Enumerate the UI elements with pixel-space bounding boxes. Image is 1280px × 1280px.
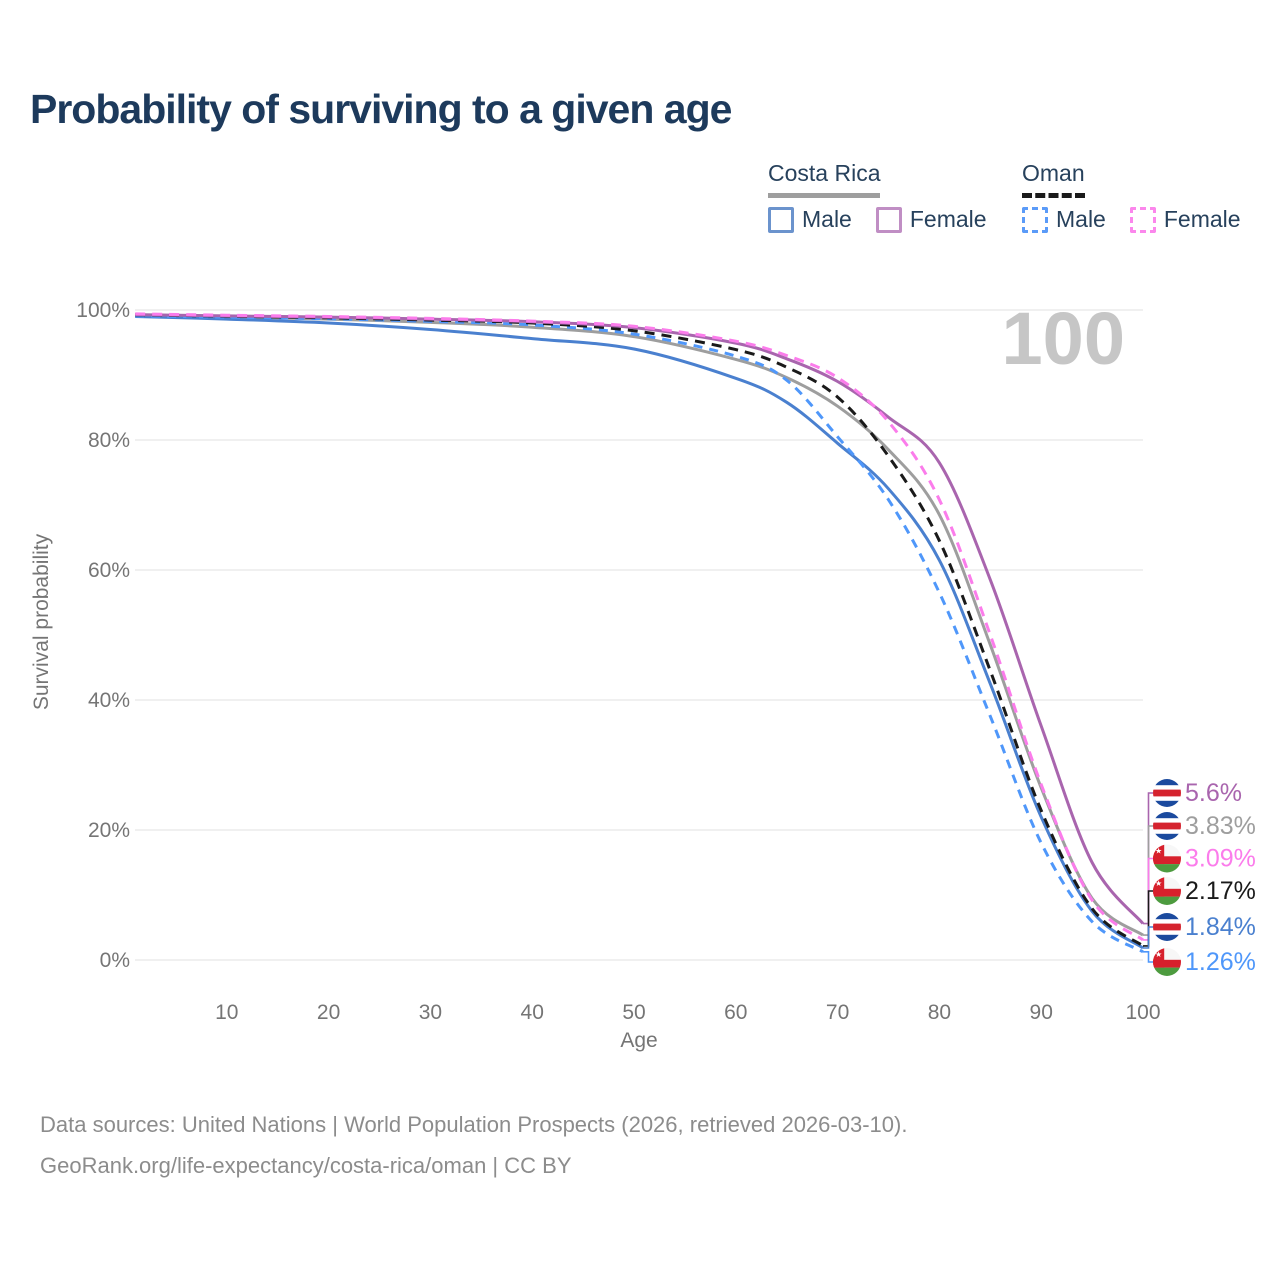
x-tick-label: 40 <box>521 1001 544 1024</box>
legend-group-oman: Oman Male Female <box>1022 160 1241 233</box>
end-label-oman-male: 1.26% <box>1185 948 1256 976</box>
legend-label-oman-male[interactable]: Male <box>1056 206 1106 232</box>
legend-swatch-costa-rica-male[interactable] <box>768 206 794 233</box>
series-line-costa-rica-female[interactable] <box>135 313 1145 925</box>
x-tick-label: 80 <box>928 1001 951 1024</box>
legend-label-costa-rica-female[interactable]: Female <box>909 206 987 232</box>
x-tick-label: 30 <box>419 1001 442 1024</box>
end-label-costa-rica-both: 3.83% <box>1185 812 1256 840</box>
x-axis-title: Age <box>620 1029 657 1052</box>
oman-emblem-star-icon: ★ <box>1155 879 1162 888</box>
legend-label-costa-rica-male[interactable]: Male <box>802 206 852 232</box>
footer-attribution: GeoRank.org/life-expectancy/costa-rica/o… <box>40 1153 572 1178</box>
oman-flag-icon: ★ <box>1153 877 1181 905</box>
oman-flag-icon: ★ <box>1153 844 1181 873</box>
legend-row-costa-rica: Male Female <box>768 206 987 233</box>
end-label-oman-female: 3.09% <box>1185 845 1256 873</box>
end-label-layer: 5.6% 3.83% ★ 3.09% ★ 2.17% 1.84% ★ 1.26% <box>1143 779 1256 976</box>
x-tick-label: 50 <box>622 1001 645 1024</box>
legend-row-oman: Male Female <box>1022 206 1241 233</box>
series-layer <box>135 312 1145 954</box>
costa-rica-flag-icon <box>1153 913 1181 941</box>
series-line-oman-female[interactable] <box>135 312 1144 942</box>
costa-rica-flag-icon <box>1153 812 1181 840</box>
x-tick-label: 100 <box>1125 1001 1160 1024</box>
y-tick-label: 0% <box>100 949 130 972</box>
end-label-oman-both: 2.17% <box>1185 877 1256 905</box>
end-label-connector-oman-both <box>1143 890 1153 947</box>
x-tick-label: 60 <box>724 1001 747 1024</box>
x-tick-label: 90 <box>1030 1001 1053 1024</box>
legend-country-costa-rica[interactable]: Costa Rica <box>768 160 881 198</box>
footer: Data sources: United Nations | World Pop… <box>40 1104 907 1186</box>
x-tick-label: 10 <box>215 1001 238 1024</box>
legend-country-oman[interactable]: Oman <box>1022 160 1085 198</box>
legend-swatch-oman-male[interactable] <box>1022 206 1048 233</box>
x-tick-label: 20 <box>317 1001 340 1024</box>
y-tick-label: 80% <box>88 429 130 452</box>
oman-emblem-star-icon: ★ <box>1155 950 1162 959</box>
page-title: Probability of surviving to a given age <box>30 86 732 132</box>
end-label-connector-costa-rica-male <box>1143 926 1153 949</box>
end-label-costa-rica-male: 1.84% <box>1185 913 1256 941</box>
oman-flag-icon: ★ <box>1153 948 1181 976</box>
y-axis-title: Survival probability <box>30 533 53 710</box>
series-line-oman-both[interactable] <box>135 313 1144 948</box>
y-tick-label: 20% <box>88 819 130 842</box>
legend-swatch-costa-rica-female[interactable] <box>875 206 902 233</box>
grid-layer: 0% 20% 40% 60% 80% 100% 10 20 30 40 50 60 70 80 90 100 <box>76 299 1160 1024</box>
series-line-oman-male[interactable] <box>135 314 1144 954</box>
x-tick-label: 70 <box>826 1001 849 1024</box>
series-line-costa-rica-both[interactable] <box>135 313 1144 937</box>
legend-group-costa-rica: Costa Rica Male Female <box>768 160 987 233</box>
legend-label-oman-female[interactable]: Female <box>1163 206 1241 232</box>
y-tick-label: 60% <box>88 559 130 582</box>
footer-data-sources: Data sources: United Nations | World Pop… <box>40 1112 908 1137</box>
legend-swatch-oman-female[interactable] <box>1129 206 1156 233</box>
series-line-costa-rica-male[interactable] <box>135 315 1144 950</box>
oman-emblem-star-icon: ★ <box>1155 847 1162 856</box>
costa-rica-flag-icon <box>1153 779 1181 807</box>
y-tick-label: 40% <box>88 689 130 712</box>
end-label-costa-rica-female: 5.6% <box>1185 779 1242 807</box>
hover-age-watermark: 100 <box>1002 297 1125 380</box>
y-tick-label: 100% <box>76 299 130 322</box>
end-label-connector-oman-male <box>1143 951 1153 963</box>
